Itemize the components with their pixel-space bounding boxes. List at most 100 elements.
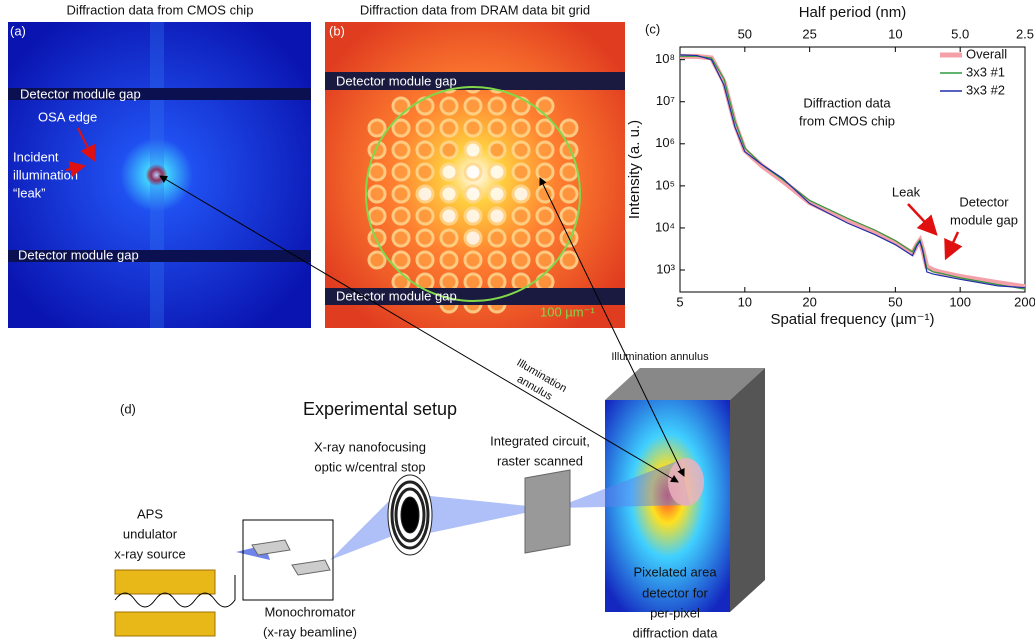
bit-dot <box>441 230 457 246</box>
bit-dot <box>393 186 409 202</box>
annotation: Detector <box>959 194 1009 209</box>
annotation: Detector module gap <box>18 247 139 262</box>
bit-dot <box>369 208 385 224</box>
panel-label: (a) <box>10 23 26 38</box>
bit-dot <box>441 142 457 158</box>
y-tick-label: 10⁵ <box>655 177 675 192</box>
label: optic w/central stop <box>314 459 425 474</box>
x-tick-label: 10 <box>738 294 752 309</box>
annotation: Detector module gap <box>20 86 141 101</box>
bit-dot <box>489 230 505 246</box>
bit-dot <box>561 252 577 268</box>
y-tick-label: 10⁸ <box>655 51 675 66</box>
x2-tick-label: 50 <box>738 26 752 41</box>
bit-dot <box>465 208 481 224</box>
annotation: “leak” <box>13 185 46 200</box>
bit-dot <box>489 164 505 180</box>
bit-dot <box>369 164 385 180</box>
bit-dot <box>465 186 481 202</box>
bit-dot <box>393 142 409 158</box>
bit-dot <box>561 208 577 224</box>
bit-dot <box>489 120 505 136</box>
label: Monochromator <box>264 604 356 619</box>
detector-side <box>730 368 765 612</box>
figure: Diffraction data from CMOS chip (a) Dete… <box>0 0 1035 642</box>
panel-label: (d) <box>120 401 136 416</box>
panel-title: Diffraction data from DRAM data bit grid <box>360 2 590 17</box>
bit-dot <box>393 120 409 136</box>
bit-dot <box>489 98 505 114</box>
label: APS <box>137 506 163 521</box>
bit-dot <box>513 120 529 136</box>
x-tick-label: 20 <box>802 294 816 309</box>
x2-tick-label: 25 <box>802 26 816 41</box>
bit-dot <box>537 142 553 158</box>
y-tick-label: 10⁶ <box>655 135 675 150</box>
streak <box>150 22 164 328</box>
bit-dot <box>513 142 529 158</box>
bit-dot <box>369 142 385 158</box>
bit-dot <box>537 274 553 290</box>
x-tick-label: 5 <box>676 294 683 309</box>
bit-dot <box>441 164 457 180</box>
annotation: Incident <box>13 149 59 164</box>
bit-dot <box>369 252 385 268</box>
annotation: Diffraction data <box>803 95 891 110</box>
x-axis-label: Spatial frequency (µm⁻¹) <box>770 311 934 328</box>
bit-dot <box>441 120 457 136</box>
bit-dot <box>489 186 505 202</box>
bit-dot <box>513 164 529 180</box>
beam <box>330 495 395 560</box>
legend-label: 3x3 #2 <box>966 82 1005 97</box>
bit-dot <box>417 230 433 246</box>
x2-axis-label: Half period (nm) <box>799 4 907 21</box>
y-tick-label: 10⁷ <box>656 93 675 108</box>
label: x-ray source <box>114 546 186 561</box>
bit-dot <box>441 252 457 268</box>
bit-dot <box>393 98 409 114</box>
bit-dot <box>561 120 577 136</box>
bit-dot <box>393 164 409 180</box>
bit-dot <box>441 98 457 114</box>
panel-title: Experimental setup <box>303 399 457 419</box>
bit-dot <box>537 208 553 224</box>
bit-dot <box>465 252 481 268</box>
y-tick-label: 10⁴ <box>655 219 675 234</box>
bit-dot <box>369 120 385 136</box>
bit-grid <box>369 76 577 312</box>
bit-dot <box>417 252 433 268</box>
bit-dot <box>489 252 505 268</box>
bit-dot <box>561 186 577 202</box>
label: diffraction data <box>632 625 718 640</box>
bit-dot <box>513 252 529 268</box>
bit-dot <box>441 186 457 202</box>
annulus <box>668 458 704 506</box>
bit-dot <box>417 120 433 136</box>
bit-dot <box>537 98 553 114</box>
bit-dot <box>489 274 505 290</box>
bit-dot <box>513 186 529 202</box>
label: detector for <box>642 585 708 600</box>
crystal <box>292 560 330 575</box>
x-tick-label: 100 <box>949 294 971 309</box>
bit-dot <box>393 252 409 268</box>
crystal <box>252 540 290 555</box>
label: raster scanned <box>497 453 583 468</box>
annotation: OSA edge <box>38 109 97 124</box>
annotation: module gap <box>950 212 1018 227</box>
legend-label: Overall <box>966 46 1007 61</box>
mono-box <box>243 520 333 600</box>
annotation: Detector module gap <box>336 73 457 88</box>
page: {"panel_a": {"label": "(a)", "title": "D… <box>0 0 1035 642</box>
zone-plate <box>388 475 432 555</box>
y-axis-label: Intensity (a. u.) <box>626 120 643 219</box>
bit-dot <box>369 186 385 202</box>
bit-dot <box>417 164 433 180</box>
bit-dot <box>537 252 553 268</box>
label: Illumination annulus <box>611 351 709 363</box>
bit-dot <box>561 164 577 180</box>
x2-tick-label: 5.0 <box>951 26 969 41</box>
label: undulator <box>123 526 178 541</box>
x2-tick-label: 2.5 <box>1016 26 1034 41</box>
